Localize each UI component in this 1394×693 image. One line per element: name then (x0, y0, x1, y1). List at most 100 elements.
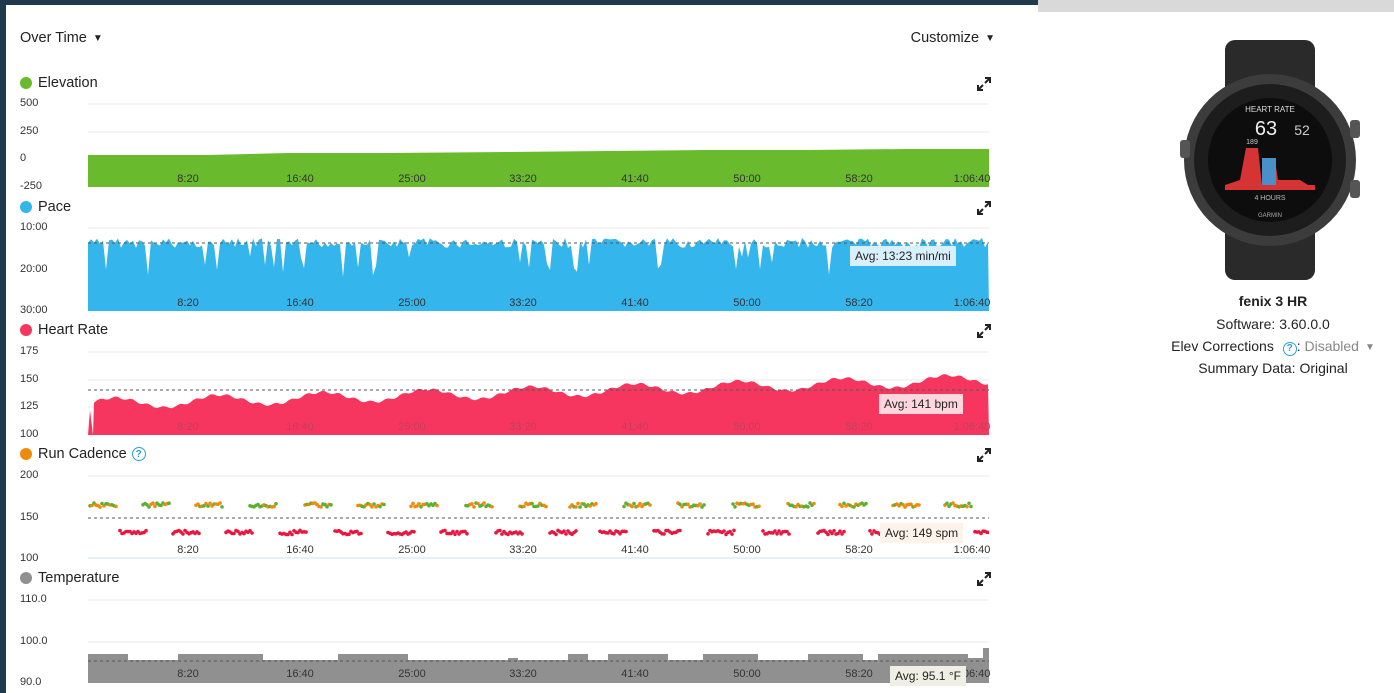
elevation-chart (88, 103, 989, 187)
cadence-point (806, 505, 810, 509)
x-tick: 1:06:40 (953, 297, 991, 309)
expand-icon[interactable] (977, 448, 991, 462)
cadence-point (842, 501, 846, 506)
x-tick: 41:40 (621, 421, 649, 433)
x-tick: 16:40 (286, 544, 314, 556)
customize-dropdown[interactable]: Customize ▼ (911, 30, 995, 46)
cadence-point (372, 502, 376, 506)
cadence-point (411, 501, 415, 506)
y-tick: 0 (20, 152, 27, 164)
cadence-point (562, 529, 566, 533)
cadence-point (686, 502, 690, 507)
cadence-point (622, 504, 626, 509)
cadence-point (554, 532, 558, 537)
cadence-point (490, 505, 494, 509)
heart-rate-area (88, 374, 989, 435)
cadence-point (730, 532, 734, 536)
y-tick: 500 (20, 97, 39, 109)
pace-chart-title: Pace (20, 199, 71, 215)
cadence-point (118, 528, 122, 533)
cadence-point (522, 504, 526, 509)
x-tick: 41:40 (621, 173, 649, 185)
x-tick: 16:40 (286, 297, 314, 309)
cadence-point (706, 532, 710, 536)
cadence-point (181, 532, 185, 536)
window-frame-left (0, 0, 6, 693)
cadence-point (648, 503, 652, 507)
cadence-point (868, 529, 872, 533)
cadence-point (98, 505, 102, 509)
cadence-point (544, 504, 548, 509)
software-row: Software: 3.60.0.0 (1150, 316, 1394, 332)
cadence-point (832, 529, 836, 533)
expand-icon[interactable] (977, 77, 991, 91)
x-tick: 33:20 (509, 173, 537, 185)
cadence-title: Run Cadence (38, 446, 127, 462)
cadence-point (785, 529, 789, 534)
y-tick: 150 (20, 373, 39, 385)
temperature-chart (88, 599, 989, 683)
cadence-point (969, 504, 973, 509)
pace-legend-dot (20, 201, 32, 213)
over-time-dropdown[interactable]: Over Time ▼ (20, 30, 103, 46)
expand-icon[interactable] (977, 201, 991, 215)
cadence-point (272, 504, 276, 509)
elev-corrections-value: Disabled (1304, 338, 1359, 354)
x-tick: 16:40 (286, 668, 314, 680)
elevation-area (88, 149, 989, 187)
elev-corrections-label: Elev Corrections (1171, 338, 1274, 354)
device-name: fenix 3 HR (1238, 293, 1308, 309)
cadence-chart (88, 475, 989, 559)
help-icon[interactable]: ? (131, 447, 146, 461)
cadence-point (500, 532, 504, 536)
chart-toolbar: Over Time ▼ Customize ▼ (20, 30, 995, 50)
cadence-point (520, 532, 524, 536)
expand-icon[interactable] (977, 324, 991, 338)
temperature-average-label: Avg: 95.1 °F (890, 666, 966, 686)
temperature-title: Temperature (38, 570, 120, 586)
x-tick: 8:20 (177, 173, 199, 185)
elev-corrections-dropdown[interactable]: Disabled ▼ (1304, 338, 1374, 354)
x-tick: 8:20 (177, 668, 199, 680)
x-tick: 1:06:40 (953, 421, 991, 433)
panel-top-strip (1038, 0, 1394, 12)
x-tick: 41:40 (621, 297, 649, 309)
cadence-point (702, 503, 706, 507)
cadence-point (812, 501, 816, 506)
chevron-down-icon: ▼ (1364, 342, 1375, 353)
cadence-point (630, 504, 634, 509)
help-icon[interactable]: ? (1282, 341, 1297, 356)
pace-area (88, 238, 989, 311)
expand-icon[interactable] (977, 572, 991, 586)
cadence-point (901, 502, 905, 507)
customize-label: Customize (910, 30, 980, 46)
cadence-point (582, 502, 586, 506)
watch-brand: GARMIN (1258, 213, 1282, 219)
y-tick: 100.0 (20, 635, 48, 647)
y-tick: 110.0 (20, 593, 47, 605)
cadence-point (206, 504, 210, 508)
cadence-point (728, 529, 732, 534)
cadence-point (435, 503, 439, 508)
cadence-point (945, 501, 949, 506)
x-tick: 25:00 (398, 544, 426, 556)
temperature-legend-dot (20, 572, 32, 584)
cadence-point (773, 529, 777, 533)
x-tick: 25:00 (398, 421, 426, 433)
x-tick: 33:20 (509, 544, 537, 556)
cadence-point (482, 501, 486, 505)
cadence-point (965, 504, 969, 509)
y-tick: 30:00 (20, 304, 48, 316)
cadence-point (775, 532, 779, 536)
x-tick: 58:20 (845, 297, 873, 309)
x-tick: 58:20 (845, 173, 873, 185)
cadence-point (218, 501, 222, 505)
cadence-point (250, 531, 254, 535)
cadence-point (443, 528, 447, 533)
cadence-point (574, 529, 578, 533)
y-tick: 250 (20, 125, 39, 137)
over-time-label: Over Time (20, 30, 87, 46)
cadence-point (951, 501, 955, 505)
elev-corrections-row: Elev Corrections ?: Disabled ▼ (1171, 338, 1375, 356)
cadence-point (370, 505, 374, 509)
